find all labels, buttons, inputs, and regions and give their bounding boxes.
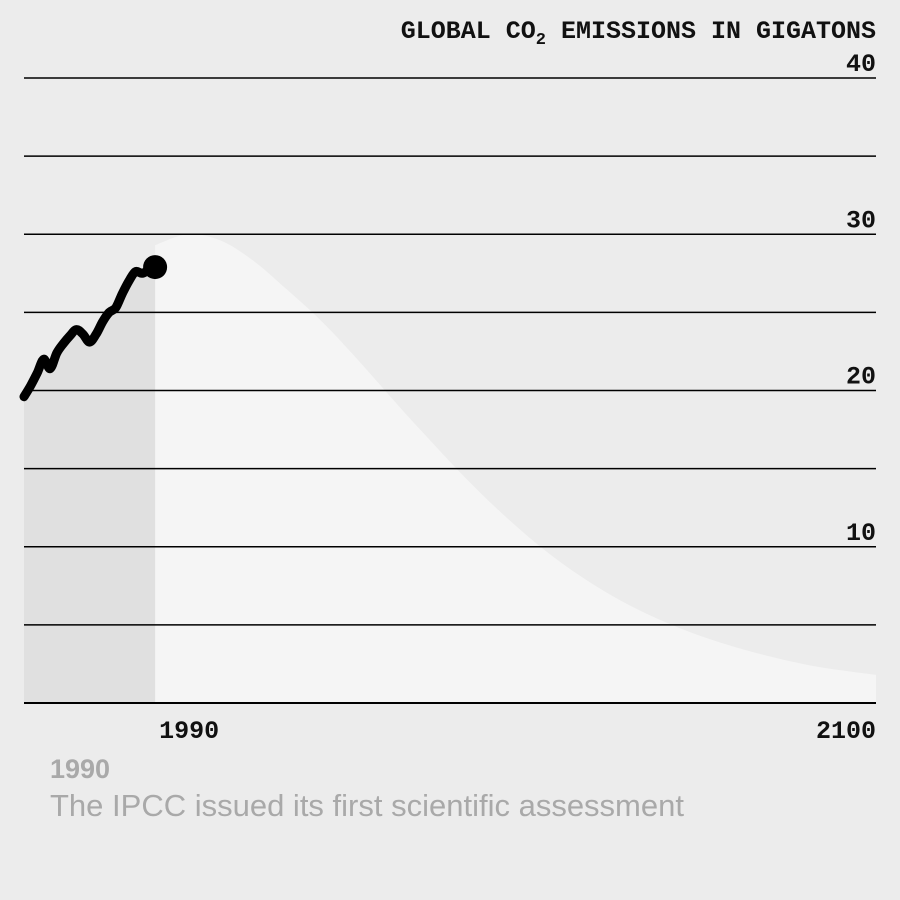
y-tick-label: 20 bbox=[846, 363, 876, 392]
chart-title-subscript: 2 bbox=[536, 31, 546, 50]
chart-title: GLOBAL CO2 EMISSIONS IN GIGATONS bbox=[401, 17, 876, 50]
chart-labels: GLOBAL CO2 EMISSIONS IN GIGATONS 40 30 20 1… bbox=[159, 17, 876, 746]
historical-area bbox=[24, 267, 156, 703]
chart-title-part-2: EMISSIONS IN GIGATONS bbox=[546, 17, 876, 46]
annotation: 1990 The IPCC issued its first scientifi… bbox=[50, 752, 684, 826]
annotation-text: The IPCC issued its first scientific ass… bbox=[50, 788, 684, 823]
y-tick-label: 30 bbox=[846, 206, 876, 235]
y-tick-label: 40 bbox=[846, 50, 876, 79]
x-tick-label: 2100 bbox=[816, 717, 876, 746]
pathway-area bbox=[155, 234, 877, 703]
chart-areas bbox=[24, 234, 877, 703]
highlight-point bbox=[143, 255, 168, 280]
y-tick-label: 10 bbox=[846, 519, 876, 548]
historical-line bbox=[19, 262, 160, 402]
chart-title-part-1: GLOBAL CO bbox=[401, 17, 536, 46]
x-tick-label: 1990 bbox=[159, 717, 219, 746]
historical-series bbox=[19, 255, 168, 402]
gridlines bbox=[24, 77, 876, 704]
annotation-year: 1990 bbox=[50, 754, 111, 784]
